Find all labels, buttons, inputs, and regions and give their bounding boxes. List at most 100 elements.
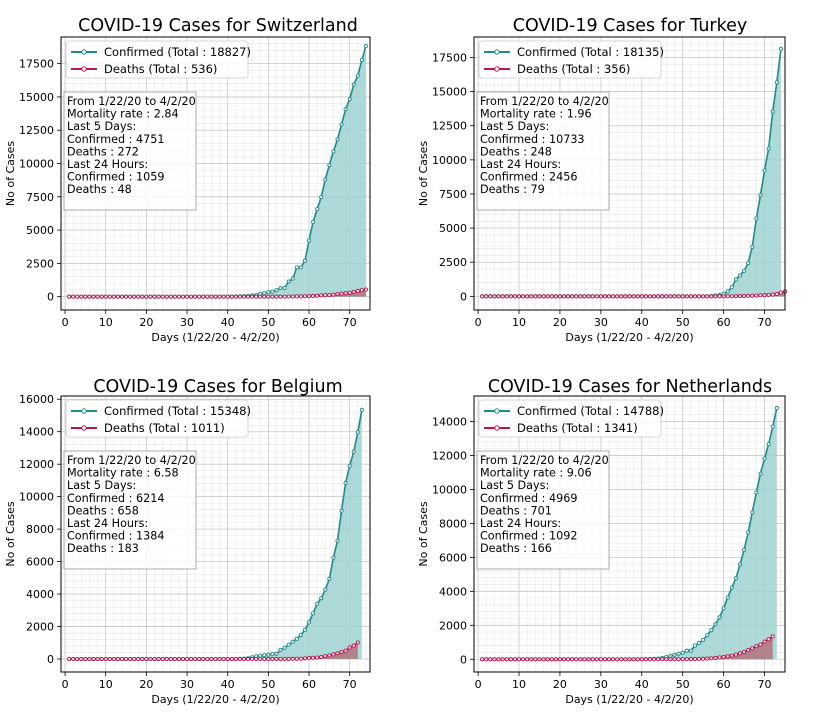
x-tick-label: 40 bbox=[635, 678, 649, 691]
data-point-confirmed bbox=[278, 647, 283, 652]
data-point-deaths bbox=[278, 294, 283, 299]
data-point-deaths bbox=[152, 294, 157, 299]
data-point-deaths bbox=[233, 656, 238, 662]
x-tick-label: 50 bbox=[676, 678, 690, 691]
y-tick-label: 12000 bbox=[19, 458, 54, 471]
data-point-confirmed bbox=[302, 627, 307, 632]
data-point-deaths bbox=[639, 657, 644, 662]
data-point-confirmed bbox=[294, 265, 299, 270]
annotation-line: Deaths : 79 bbox=[480, 183, 545, 196]
data-point-confirmed bbox=[733, 277, 738, 282]
data-point-confirmed bbox=[737, 562, 743, 567]
series-area-confirmed bbox=[69, 45, 366, 297]
x-tick-label: 10 bbox=[99, 316, 113, 329]
data-point-confirmed bbox=[746, 530, 751, 535]
x-tick-label: 60 bbox=[717, 316, 731, 329]
data-point-deaths bbox=[549, 294, 554, 299]
data-point-deaths bbox=[684, 294, 689, 299]
data-point-confirmed bbox=[290, 276, 295, 281]
data-point-deaths bbox=[262, 294, 267, 299]
data-point-confirmed bbox=[282, 285, 287, 291]
annotation-frame bbox=[476, 91, 610, 211]
data-point-confirmed bbox=[697, 640, 702, 645]
data-point-deaths bbox=[611, 657, 616, 662]
annotation-line: From 1/22/20 to 4/2/20 bbox=[67, 454, 196, 467]
data-point-deaths bbox=[209, 294, 214, 299]
data-point-deaths bbox=[688, 294, 693, 299]
data-point-deaths bbox=[115, 656, 120, 662]
data-point-deaths bbox=[570, 294, 575, 299]
data-point-deaths bbox=[688, 657, 693, 662]
y-tick-label: 0 bbox=[47, 653, 54, 666]
data-point-confirmed bbox=[282, 645, 287, 650]
data-point-deaths bbox=[241, 656, 247, 662]
data-point-deaths bbox=[115, 294, 120, 299]
data-point-deaths bbox=[221, 656, 226, 662]
data-point-deaths bbox=[193, 294, 198, 299]
y-tick-label: 2500 bbox=[439, 256, 467, 269]
series-markers-deaths bbox=[67, 287, 368, 299]
data-point-confirmed bbox=[298, 632, 303, 637]
y-tick-label: 7500 bbox=[26, 191, 54, 204]
data-point-confirmed bbox=[339, 508, 344, 513]
legend-box bbox=[65, 399, 249, 438]
data-point-deaths bbox=[529, 294, 534, 299]
data-point-confirmed bbox=[750, 510, 755, 515]
data-point-deaths bbox=[119, 656, 125, 662]
y-axis-label: No of Cases bbox=[417, 141, 430, 206]
data-point-confirmed bbox=[347, 97, 352, 102]
data-point-deaths bbox=[111, 294, 116, 299]
annotation-line: Deaths : 166 bbox=[480, 542, 552, 555]
data-point-deaths bbox=[746, 647, 751, 653]
data-point-deaths bbox=[241, 294, 247, 299]
data-point-deaths bbox=[615, 294, 620, 299]
data-point-confirmed bbox=[258, 653, 263, 658]
chart-title: COVID-19 Cases for Turkey bbox=[513, 16, 748, 36]
y-tick-label: 10000 bbox=[432, 483, 467, 496]
data-point-deaths bbox=[766, 637, 771, 642]
data-point-deaths bbox=[484, 657, 489, 662]
data-point-confirmed bbox=[270, 651, 275, 656]
data-point-deaths bbox=[274, 656, 279, 662]
data-point-deaths bbox=[95, 656, 100, 662]
data-point-deaths bbox=[319, 293, 324, 298]
data-point-confirmed bbox=[327, 576, 332, 581]
data-point-confirmed bbox=[306, 620, 312, 625]
data-point-deaths bbox=[298, 656, 303, 661]
data-point-confirmed bbox=[701, 637, 706, 642]
data-point-deaths bbox=[611, 294, 616, 299]
data-point-deaths bbox=[492, 657, 497, 662]
annotation-line: Deaths : 701 bbox=[480, 504, 552, 517]
data-point-deaths bbox=[262, 656, 267, 662]
data-point-confirmed bbox=[351, 449, 356, 454]
data-point-confirmed bbox=[778, 46, 783, 51]
data-point-confirmed bbox=[676, 651, 681, 656]
data-point-deaths bbox=[578, 657, 583, 662]
data-point-deaths bbox=[615, 657, 620, 662]
data-point-deaths bbox=[488, 294, 493, 299]
data-point-deaths bbox=[553, 657, 558, 662]
annotation-line: Deaths : 48 bbox=[67, 183, 132, 196]
data-point-deaths bbox=[668, 657, 673, 662]
annotation-frame bbox=[63, 450, 197, 570]
data-point-deaths bbox=[258, 294, 263, 299]
data-point-confirmed bbox=[737, 273, 743, 278]
data-point-confirmed bbox=[742, 547, 747, 552]
data-point-deaths bbox=[516, 294, 522, 299]
data-point-deaths bbox=[140, 294, 145, 299]
data-point-deaths bbox=[529, 657, 534, 662]
annotation-line: Last 24 Hours: bbox=[480, 158, 561, 171]
data-point-deaths bbox=[71, 294, 76, 299]
y-tick-label: 7500 bbox=[439, 188, 467, 201]
data-point-deaths bbox=[136, 294, 141, 299]
data-point-confirmed bbox=[754, 490, 759, 495]
data-point-deaths bbox=[144, 656, 149, 662]
data-point-deaths bbox=[205, 294, 210, 299]
data-point-deaths bbox=[742, 293, 747, 298]
data-point-confirmed bbox=[692, 643, 698, 648]
x-tick-label: 10 bbox=[512, 678, 526, 691]
data-point-deaths bbox=[623, 657, 628, 662]
data-point-deaths bbox=[635, 294, 640, 299]
data-point-deaths bbox=[266, 656, 271, 662]
x-tick-label: 0 bbox=[62, 316, 69, 329]
